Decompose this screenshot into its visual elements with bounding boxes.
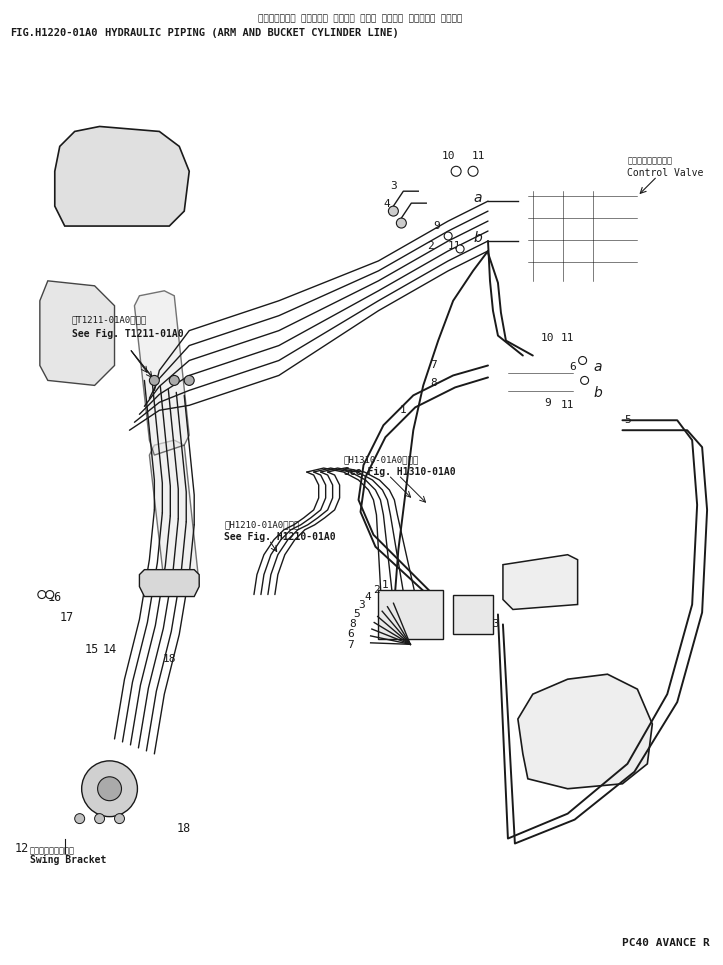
Text: 3: 3 (390, 181, 397, 191)
Circle shape (82, 760, 137, 816)
Circle shape (444, 232, 452, 240)
Text: a: a (474, 191, 482, 206)
Text: 3: 3 (358, 600, 364, 610)
Polygon shape (518, 675, 652, 788)
Text: 5: 5 (353, 609, 359, 620)
Circle shape (456, 245, 464, 253)
Text: See Fig. H1310-01A0: See Fig. H1310-01A0 (343, 467, 455, 477)
Text: 8: 8 (349, 619, 356, 629)
Text: 11: 11 (561, 400, 574, 410)
Text: PC40 AVANCE R: PC40 AVANCE R (623, 938, 710, 948)
Text: 15: 15 (85, 643, 99, 656)
Text: b: b (474, 231, 482, 245)
Text: 5: 5 (624, 415, 630, 426)
Polygon shape (150, 440, 199, 594)
Text: ハイドロリック パイピング （アーム および バケット シリンダー ライン）: ハイドロリック パイピング （アーム および バケット シリンダー ライン） (258, 14, 463, 23)
Circle shape (578, 356, 586, 365)
Text: 10: 10 (541, 333, 555, 343)
Text: 8: 8 (430, 378, 437, 388)
Circle shape (388, 207, 398, 216)
Text: 13: 13 (466, 599, 480, 610)
Text: 7: 7 (430, 361, 437, 371)
Text: Control Valve: Control Valve (628, 168, 703, 179)
Polygon shape (134, 290, 189, 455)
Circle shape (396, 218, 406, 228)
Text: 6: 6 (348, 629, 354, 639)
Text: 第H1210-01A0図参照: 第H1210-01A0図参照 (224, 520, 299, 529)
Text: See Fig. T1211-01A0: See Fig. T1211-01A0 (72, 329, 184, 339)
Text: コントロールバルブ: コントロールバルブ (628, 157, 672, 166)
Bar (453, 594, 493, 634)
Polygon shape (55, 126, 189, 226)
Text: 10: 10 (442, 152, 455, 161)
Text: Swing Bracket: Swing Bracket (30, 855, 106, 866)
Bar (378, 590, 443, 640)
Text: 18: 18 (177, 822, 192, 835)
Text: 11: 11 (471, 152, 485, 161)
Text: a: a (594, 361, 602, 374)
Circle shape (74, 813, 85, 823)
Circle shape (451, 166, 461, 177)
Circle shape (468, 166, 478, 177)
Text: HYDRAULIC PIPING (ARM AND BUCKET CYLINDER LINE): HYDRAULIC PIPING (ARM AND BUCKET CYLINDE… (105, 28, 398, 38)
Circle shape (38, 591, 46, 598)
Text: 11: 11 (448, 241, 461, 251)
Text: 1: 1 (382, 580, 388, 591)
Circle shape (184, 375, 194, 385)
Circle shape (150, 375, 159, 385)
Text: 12: 12 (14, 842, 29, 855)
Text: スイングブラケット: スイングブラケット (30, 846, 75, 855)
Text: 13: 13 (487, 620, 500, 629)
Circle shape (95, 813, 105, 823)
Polygon shape (140, 569, 199, 596)
Text: 1: 1 (400, 405, 407, 415)
Polygon shape (503, 555, 578, 610)
Text: 14: 14 (103, 643, 116, 656)
Text: 18: 18 (163, 654, 176, 664)
Text: FIG.H1220-01A0: FIG.H1220-01A0 (10, 28, 98, 38)
Text: 17: 17 (59, 611, 74, 624)
Text: 第T1211-01A0図参照: 第T1211-01A0図参照 (72, 316, 147, 324)
Circle shape (98, 777, 121, 801)
Text: 6: 6 (569, 363, 576, 372)
Circle shape (169, 375, 179, 385)
Polygon shape (40, 281, 114, 385)
Circle shape (114, 813, 124, 823)
Text: b: b (593, 386, 602, 400)
Text: See Fig. H1210-01A0: See Fig. H1210-01A0 (224, 532, 335, 541)
Text: 11: 11 (561, 333, 574, 343)
Circle shape (581, 376, 589, 384)
Text: 4: 4 (383, 199, 390, 209)
Text: 4: 4 (364, 593, 372, 602)
Text: 9: 9 (544, 399, 551, 408)
Text: 第H1310-01A0図参照: 第H1310-01A0図参照 (343, 455, 419, 464)
Text: 2: 2 (372, 586, 380, 595)
Text: 16: 16 (48, 591, 62, 604)
Text: 9: 9 (433, 221, 440, 231)
Circle shape (46, 591, 54, 598)
Text: 2: 2 (427, 241, 434, 251)
Text: 7: 7 (348, 640, 354, 649)
